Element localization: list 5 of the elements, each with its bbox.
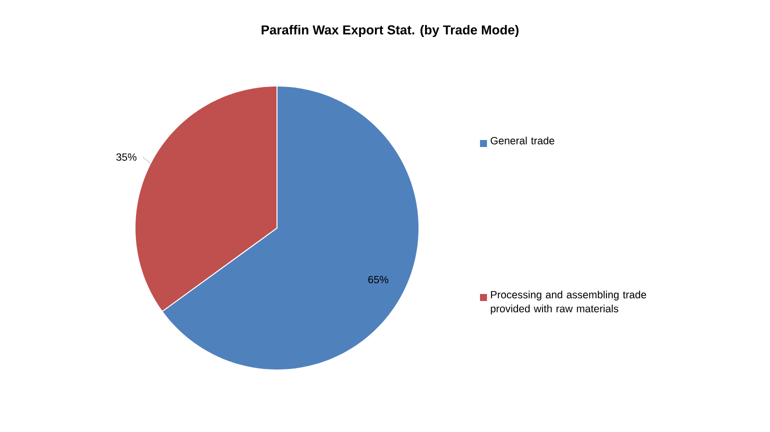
legend-label: Processing and assembling trade provided with raw materials bbox=[490, 290, 646, 314]
data-label: 65% bbox=[368, 276, 388, 284]
data-label: 35% bbox=[116, 153, 136, 161]
legend-label: General trade bbox=[490, 136, 554, 144]
chart-title: Paraffin Wax Export Stat. (by Trade Mode) bbox=[262, 24, 519, 38]
